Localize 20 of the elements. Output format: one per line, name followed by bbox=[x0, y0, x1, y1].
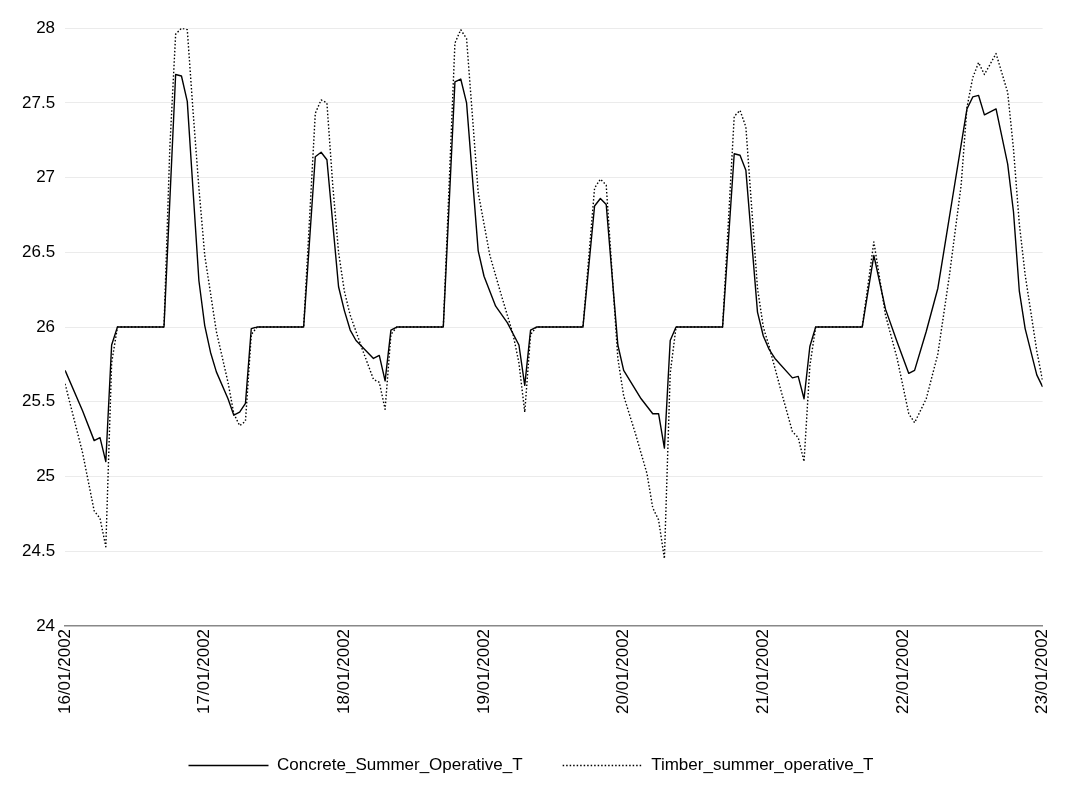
legend-label: Concrete_Summer_Operative_T bbox=[277, 755, 523, 775]
legend-label: Timber_summer_operative_T bbox=[651, 755, 874, 775]
y-tick-label: 27.5 bbox=[21, 92, 56, 112]
x-tick-label: 18/01/2002 bbox=[334, 628, 354, 715]
x-tick-label: 16/01/2002 bbox=[54, 628, 74, 715]
y-tick-label: 26 bbox=[36, 316, 56, 336]
x-tick-label: 19/01/2002 bbox=[473, 628, 493, 715]
x-tick-label: 17/01/2002 bbox=[194, 628, 214, 715]
x-tick-label: 21/01/2002 bbox=[753, 628, 772, 715]
y-tick-label: 27 bbox=[36, 167, 56, 187]
y-tick-label: 25.5 bbox=[21, 391, 56, 411]
x-tick-label: 23/01/2002 bbox=[1032, 628, 1052, 715]
line-series bbox=[65, 28, 1043, 560]
y-tick-label: 26.5 bbox=[21, 242, 56, 262]
x-tick-label: 22/01/2002 bbox=[892, 628, 912, 715]
y-tick-label: 25 bbox=[36, 466, 56, 486]
y-tick-label: 24.5 bbox=[21, 540, 56, 560]
y-tick-label: 28 bbox=[36, 17, 56, 37]
y-tick-label: 24 bbox=[36, 615, 56, 635]
x-tick-label: 20/01/2002 bbox=[613, 628, 633, 715]
